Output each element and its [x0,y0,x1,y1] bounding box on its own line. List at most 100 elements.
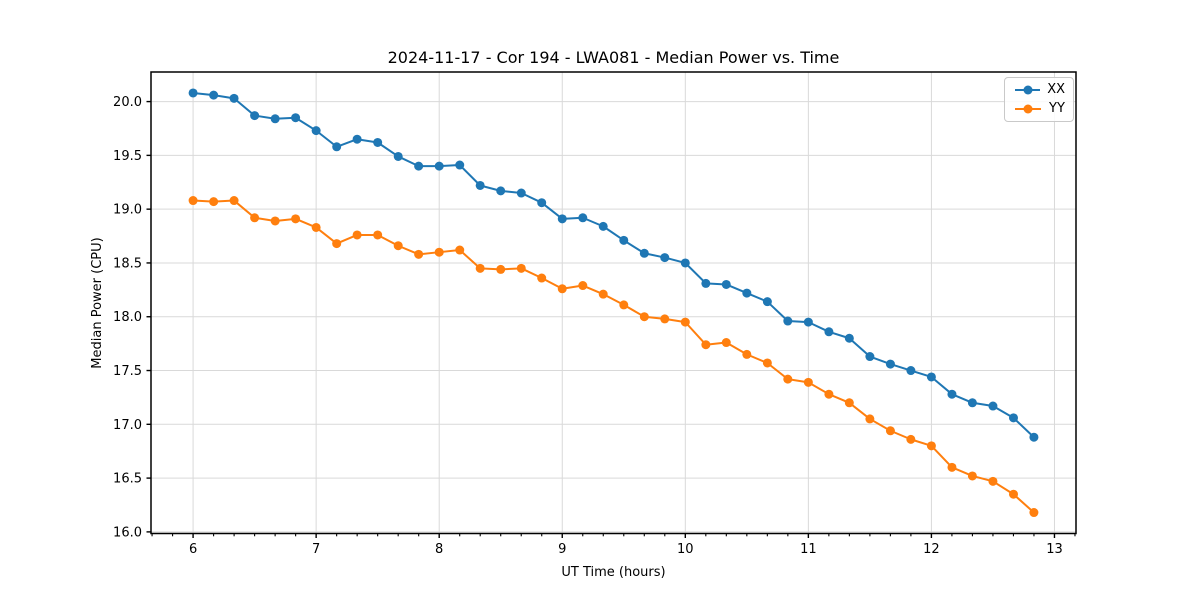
yy-marker [557,284,567,294]
xx-marker [229,93,239,103]
yy-marker [803,377,813,387]
yy-marker [496,264,506,274]
xx-marker [332,142,342,152]
yy-marker [373,230,383,240]
yy-marker [188,196,198,206]
yy-marker [434,247,444,257]
yy-marker [475,263,485,273]
yy-marker [701,340,711,350]
xx-marker [803,317,813,327]
yy-marker [332,239,342,249]
xx-marker [680,258,690,268]
yy-marker [1029,508,1039,518]
xx-marker [557,214,567,224]
xx-marker [537,198,547,208]
yy-marker [455,245,465,255]
yy-marker [762,358,772,368]
yy-marker [783,374,793,384]
yy-marker [578,281,588,291]
x-tick-label: 13 [1046,542,1063,557]
xx-marker [209,90,219,100]
yy-marker [229,196,239,206]
xx-line-marker-swatch [1015,85,1041,95]
x-tick-label: 7 [312,542,320,557]
xx-marker [660,253,670,263]
xx-marker [188,88,198,98]
plot-border [150,71,1077,535]
yy-marker [598,289,608,299]
tick-labels: 6 7 8 9 10 11 12 13 16.0 16.5 17.0 17.5 18.0 18.5 19.0… [113,95,1063,557]
xx-marker [393,151,403,161]
xx-marker [885,359,895,369]
yy-marker [988,476,998,486]
xx-marker [598,221,608,231]
y-tick-label: 20.0 [113,95,142,110]
yy-marker [824,389,834,399]
yy-marker [209,197,219,207]
legend-label-xx: XX [1047,82,1065,97]
yy-marker [660,314,670,324]
xx-marker [352,134,362,144]
yy-line-marker-swatch [1015,104,1041,114]
yy-marker [619,300,629,310]
y-tick-label: 16.5 [113,472,142,487]
xx-marker [578,213,588,223]
y-tick-label: 17.0 [113,418,142,433]
yy-marker [721,338,731,348]
xx-marker [311,126,321,136]
y-tick-label: 18.0 [113,310,142,325]
yy-marker [865,414,875,424]
xx-marker [721,279,731,289]
y-tick-label: 17.5 [113,364,142,379]
xx-marker [414,161,424,171]
yy-marker [270,216,280,226]
yy-marker [680,317,690,327]
x-tick-label: 11 [800,542,817,557]
xx-marker [291,113,301,123]
yy-marker [926,441,936,451]
legend: XX YY [1004,77,1074,122]
legend-label-yy: YY [1049,101,1065,116]
xx-marker [496,186,506,196]
xx-marker [434,161,444,171]
xx-marker [947,389,957,399]
xx-marker [619,235,629,245]
yy-marker [250,213,260,223]
yy-marker [537,273,547,283]
yy-marker [393,241,403,251]
x-tick-label: 10 [677,542,694,557]
xx-marker [250,111,260,121]
gridlines [151,72,1076,534]
xx-marker [988,401,998,411]
yy-marker [967,471,977,481]
xx-marker [373,137,383,147]
xx-marker [1029,432,1039,442]
y-tick-label: 18.5 [113,256,142,271]
yy-line [193,199,1035,514]
xx-marker [639,248,649,258]
yy-marker [291,214,301,224]
yy-marker [906,434,916,444]
yy-marker [947,462,957,472]
xx-marker [967,398,977,408]
x-tick-label: 6 [189,542,197,557]
y-tick-label: 19.5 [113,149,142,164]
xx-marker [1008,413,1018,423]
xx-marker [783,316,793,326]
axis-ticks [146,100,1076,538]
xx-marker [701,278,711,288]
xx-marker [906,366,916,376]
yy-marker [311,222,321,232]
yy-marker [742,349,752,359]
yy-marker [844,398,854,408]
plot-frame [150,71,1077,535]
yy-marker [352,230,362,240]
xx-marker [475,180,485,190]
xx-marker [455,160,465,170]
x-tick-label: 8 [435,542,443,557]
xx-marker [270,114,280,124]
xx-marker [844,333,854,343]
xx-marker [865,352,875,362]
